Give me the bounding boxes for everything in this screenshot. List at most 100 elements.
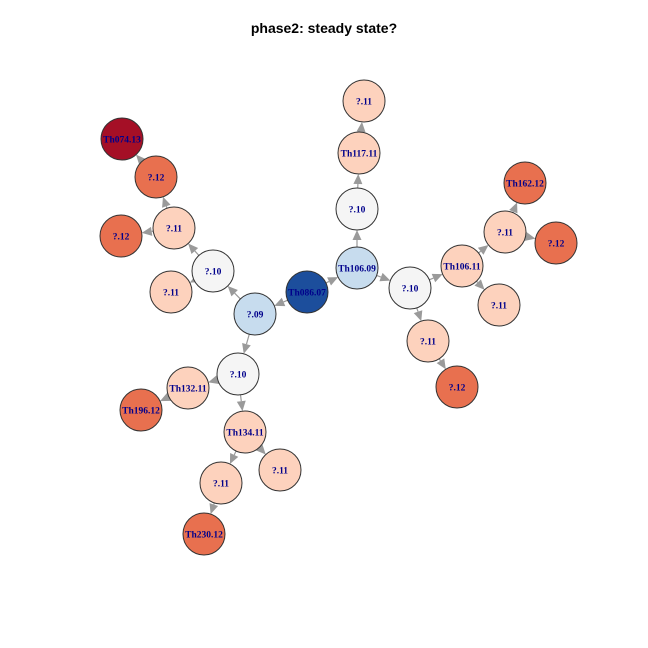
nodes-layer: ?.11 Th117.11 ?.10 Th106.09 Th086.07 ?.10 ?.11… [99, 79, 578, 556]
node-circle [534, 221, 578, 265]
graph-node: ?.11 [342, 79, 386, 123]
edge-n16-n15 [162, 196, 171, 209]
node-circle [406, 319, 450, 363]
edge-n6-n9 [429, 273, 443, 283]
node-label: ?.12 [449, 384, 466, 394]
node-label: ?.12 [548, 240, 565, 250]
node-label: Th106.11 [443, 263, 480, 273]
node-circle [335, 187, 379, 231]
graph-node: ?.10 [216, 352, 260, 396]
edge-n2-n1 [356, 121, 366, 133]
node-circle [199, 461, 243, 505]
node-label: ?.11 [497, 229, 513, 239]
edge-arrowhead [162, 196, 171, 208]
edge-arrowhead [242, 342, 251, 354]
edge-n18-n16 [188, 243, 200, 256]
graph-node: ?.10 [191, 249, 235, 293]
node-circle [285, 270, 329, 314]
edge-n4-n3 [352, 230, 362, 247]
edge-arrowhead [477, 245, 489, 255]
edge-line [376, 274, 382, 278]
node-label: Th134.11 [226, 429, 263, 439]
node-circle [388, 266, 432, 310]
node-circle [100, 117, 144, 161]
node-circle [477, 283, 521, 327]
edge-line [429, 277, 434, 281]
edge-line [233, 450, 237, 456]
node-circle [119, 388, 163, 432]
graph-node: Th134.11 [223, 410, 267, 454]
node-label: ?.10 [349, 206, 366, 216]
node-label: Th117.11 [341, 150, 378, 160]
edge-arrowhead [431, 273, 443, 283]
graph-node: Th106.09 [335, 246, 379, 290]
edge-n20-n18 [227, 286, 241, 300]
edge-n9-n13 [477, 245, 489, 255]
edge-arrowhead [436, 358, 446, 370]
edge-arrowhead [379, 272, 391, 282]
node-circle [503, 161, 547, 205]
edge-n16-n17 [141, 226, 154, 236]
edge-arrowhead [255, 444, 266, 455]
edge-arrowhead [274, 297, 286, 307]
node-circle [342, 79, 386, 123]
edge-line [416, 307, 419, 312]
edge-arrowhead [227, 286, 238, 297]
edge-arrowhead [413, 310, 423, 322]
edge-line [234, 292, 241, 300]
graph-node: Th117.11 [337, 131, 381, 175]
edge-arrowhead [229, 453, 239, 464]
edge-n5-n20 [274, 297, 288, 307]
graph-node: ?.12 [99, 214, 143, 258]
graph-node: ?.12 [134, 155, 178, 199]
graph-node: Th162.12 [503, 161, 547, 205]
node-label: Th230.12 [185, 531, 223, 541]
graph-node: ?.11 [406, 319, 450, 363]
node-label: ?.11 [272, 467, 288, 477]
node-label: Th106.09 [338, 265, 376, 275]
edge-arrowhead [208, 375, 220, 384]
graph-node: ?.10 [388, 266, 432, 310]
edge-line [283, 299, 288, 303]
node-label: Th086.07 [288, 289, 326, 299]
graph-node: ?.10 [335, 187, 379, 231]
edge-n20-n21 [242, 334, 251, 354]
node-circle [134, 155, 178, 199]
edge-line [194, 250, 200, 256]
node-label: Th196.12 [122, 407, 160, 417]
graph-node: ?.11 [258, 448, 302, 492]
diagram-title: phase2: steady state? [250, 20, 398, 36]
node-circle [149, 270, 193, 314]
node-circle [440, 244, 484, 288]
node-circle [233, 292, 277, 336]
node-circle [216, 352, 260, 396]
graph-node: ?.11 [149, 270, 193, 314]
node-label: Th132.11 [169, 385, 206, 395]
node-label: ?.12 [148, 174, 165, 184]
edge-line [239, 394, 242, 402]
graph-node: Th230.12 [182, 512, 226, 556]
node-circle [335, 246, 379, 290]
edge-arrowhead [524, 232, 536, 241]
node-label: ?.11 [491, 302, 507, 312]
edge-arrowhead [136, 154, 147, 166]
edge-line [245, 334, 250, 345]
graph-node: ?.12 [534, 221, 578, 265]
node-label: ?.11 [356, 98, 372, 108]
graph-node: Th106.11 [440, 244, 484, 288]
node-label: Th074.13 [103, 136, 141, 146]
node-label: ?.12 [113, 233, 130, 243]
graph-node: ?.12 [435, 365, 479, 409]
node-circle [191, 249, 235, 293]
edge-n21-n24 [236, 394, 246, 412]
edge-arrowhead [509, 202, 518, 214]
graph-node: ?.11 [477, 283, 521, 327]
edge-n6-n7 [413, 307, 423, 322]
node-circle [483, 210, 527, 254]
graph-node: Th196.12 [119, 388, 163, 432]
node-label: ?.09 [247, 311, 264, 321]
edge-n3-n2 [353, 173, 363, 189]
edge-line [325, 280, 330, 284]
graph-node: ?.11 [199, 461, 243, 505]
